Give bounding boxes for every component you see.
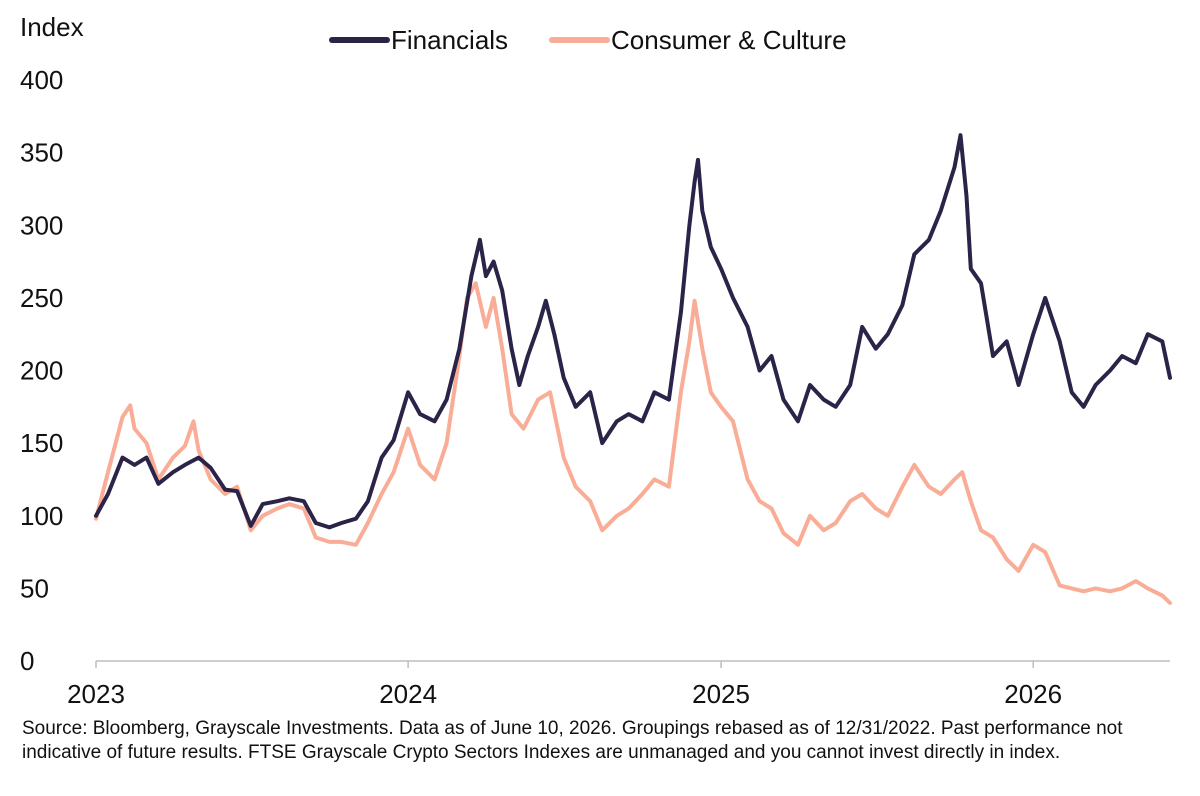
y-tick-label: 200 [20, 356, 63, 386]
x-axis: 2023 2024 2025 2026 [67, 660, 1170, 709]
legend-label: Consumer & Culture [611, 25, 847, 55]
y-tick-label: 150 [20, 428, 63, 458]
source-note: Source: Bloomberg, Grayscale Investments… [22, 718, 1123, 763]
series-group [94, 133, 1172, 605]
x-tick-label: 2025 [692, 679, 750, 709]
legend-label: Financials [391, 25, 508, 55]
line-chart: Index Financials Consumer & Culture 0 50 10… [20, 12, 1172, 709]
series-line [94, 133, 1172, 530]
y-tick-label: 250 [20, 283, 63, 313]
y-tick-label: 100 [20, 501, 63, 531]
series-line [94, 281, 1172, 605]
y-tick-label: 300 [20, 210, 63, 240]
y-tick-label: 50 [20, 573, 49, 603]
legend: Financials Consumer & Culture [329, 25, 847, 55]
y-tick-label: 400 [20, 65, 63, 95]
y-tick-label: 0 [20, 646, 34, 676]
y-axis-label: Index [20, 12, 84, 42]
y-axis: 0 50 100 150 200 250 300 350 400 [20, 65, 63, 676]
x-tick-label: 2023 [67, 679, 125, 709]
y-tick-label: 350 [20, 138, 63, 168]
x-tick-label: 2026 [1004, 679, 1062, 709]
x-tick-label: 2024 [379, 679, 437, 709]
